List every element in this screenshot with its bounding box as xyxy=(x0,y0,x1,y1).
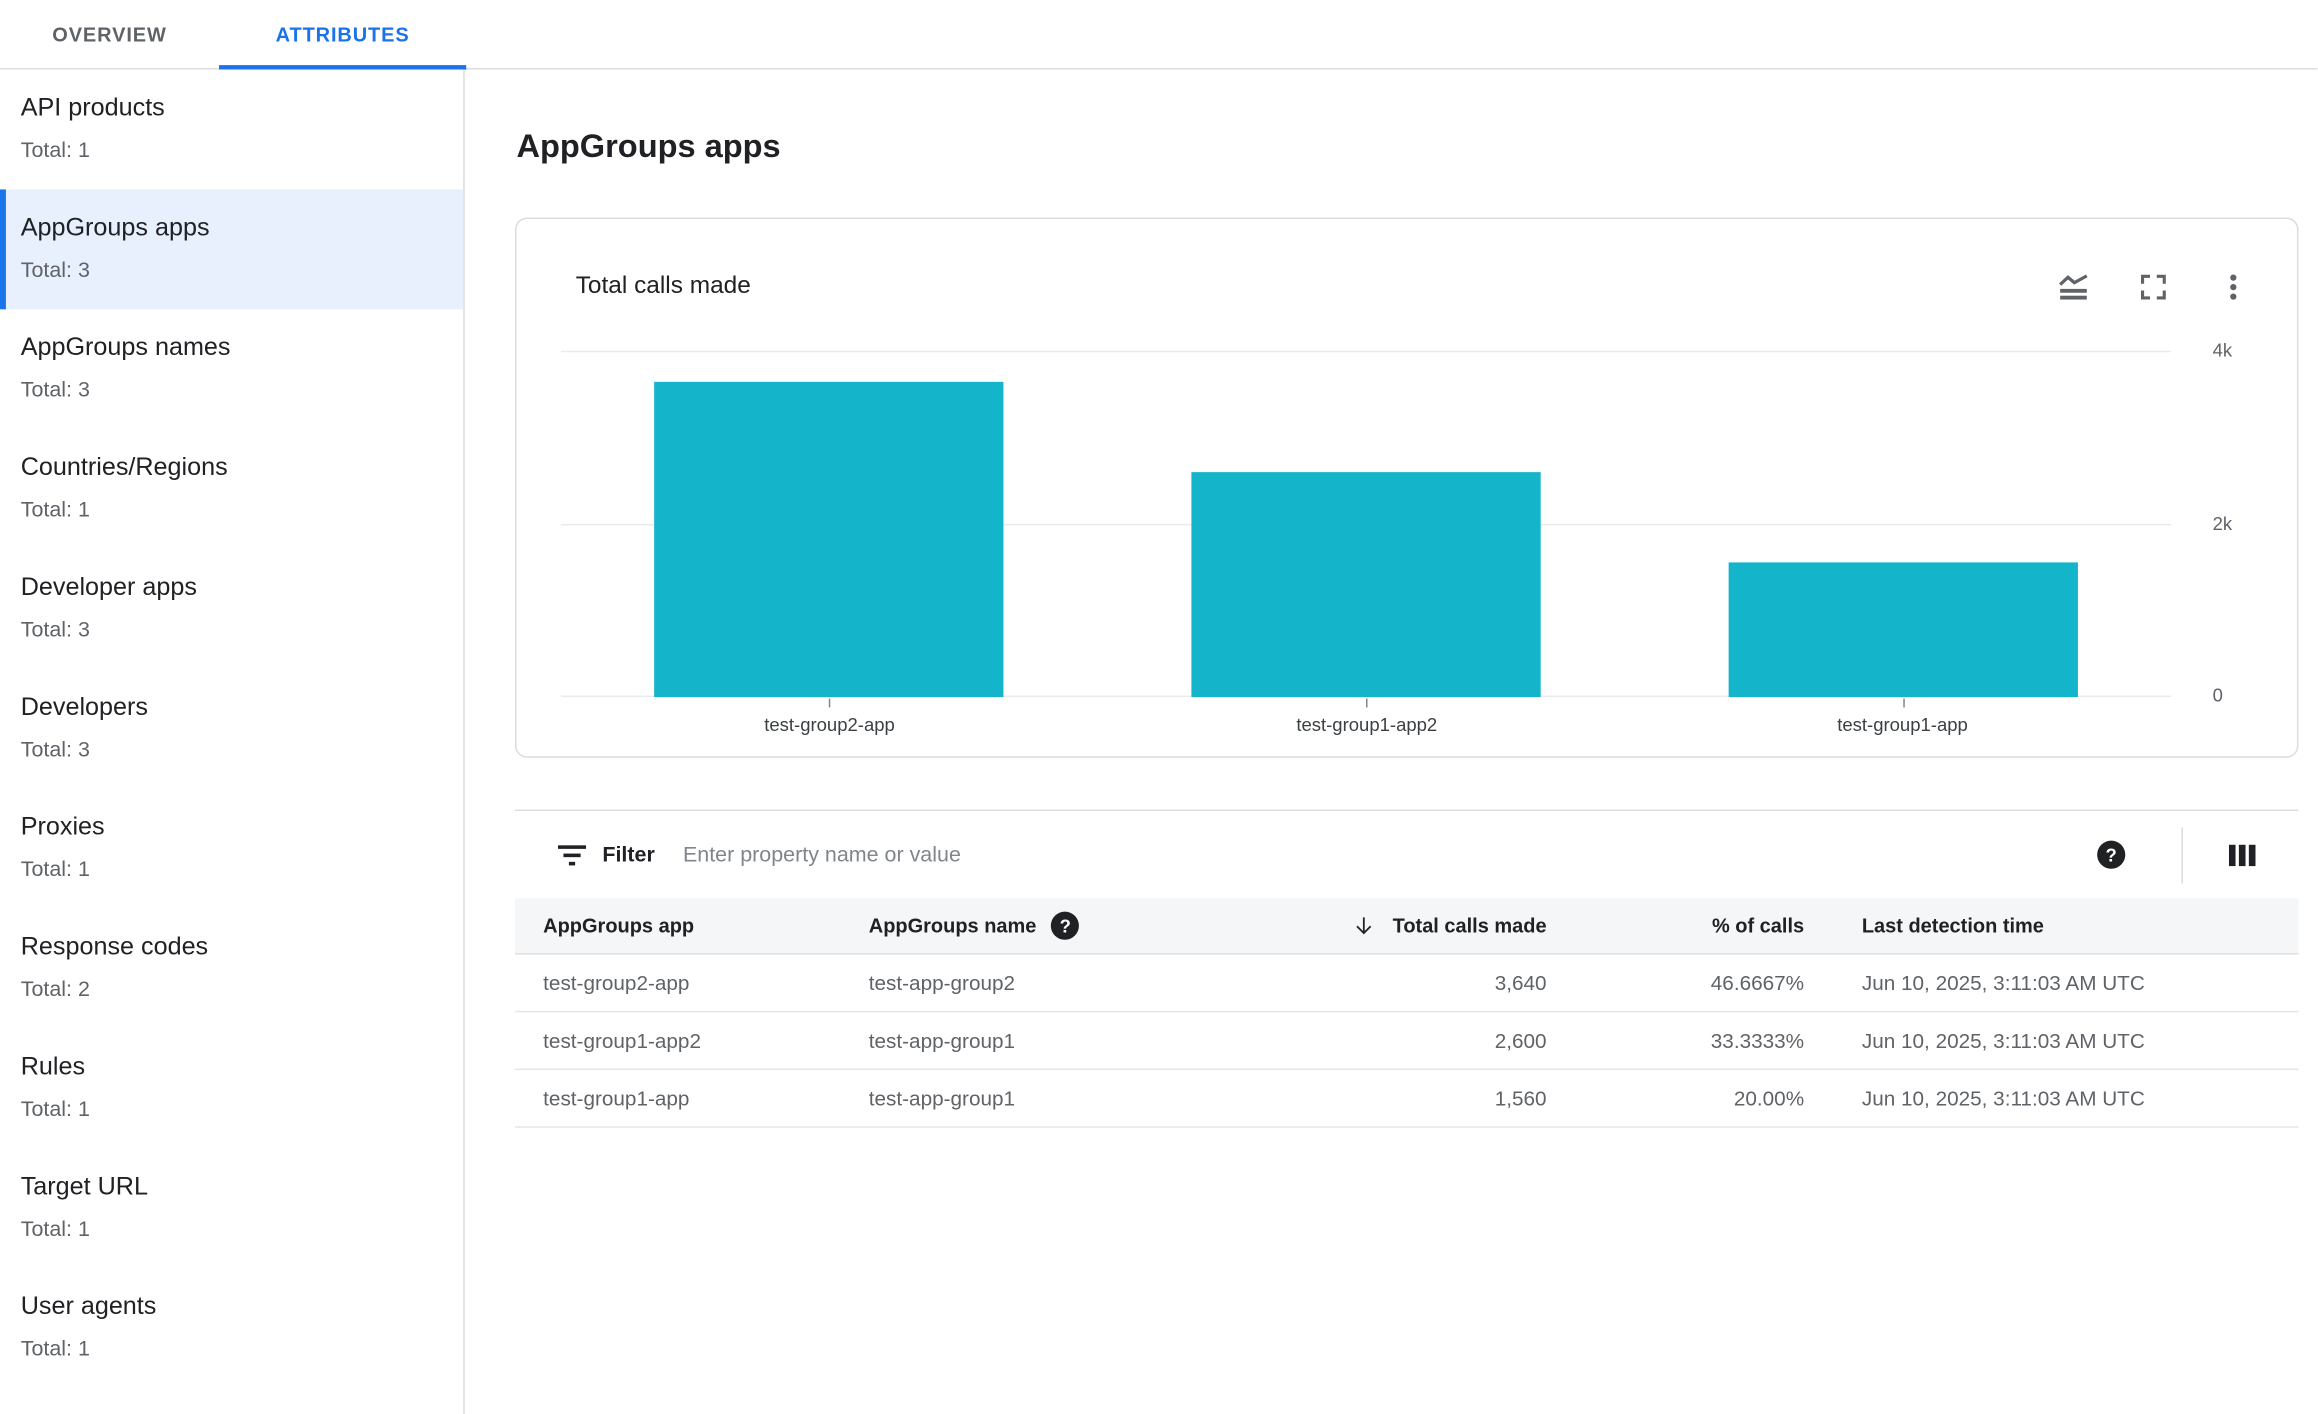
sidebar-item-label: Response codes xyxy=(20,932,209,961)
sort-desc-arrow-icon xyxy=(1351,913,1376,938)
col-header-last-detection[interactable]: Last detection time xyxy=(1861,914,2044,937)
table-body: test-group2-app test-app-group2 3,640 46.66… xyxy=(515,955,2299,1128)
filter-input[interactable] xyxy=(679,841,2098,869)
filter-icon xyxy=(557,844,587,865)
sidebar-item-total: Total: 1 xyxy=(20,1098,90,1122)
sidebar-item-label: Developers xyxy=(20,692,148,721)
tab-overview[interactable]: OVERVIEW xyxy=(0,0,219,70)
table-cell: 33.3333% xyxy=(1710,1028,1805,1053)
tab-attributes-label: ATTRIBUTES xyxy=(275,23,410,46)
sidebar-item-label: Developer apps xyxy=(20,572,197,601)
sidebar-item-total: Total: 2 xyxy=(20,978,90,1002)
attributes-sidebar: API products Total: 1 AppGroups apps Total:… xyxy=(0,69,465,1414)
sidebar-item-total: Total: 3 xyxy=(20,738,90,763)
col-header-total-calls[interactable]: Total calls made xyxy=(1283,913,1547,938)
col-header-appgroups-name[interactable]: AppGroups name ? xyxy=(869,911,1283,940)
col-header-pct-of-calls[interactable]: % of calls xyxy=(1711,914,1805,937)
sidebar-item-total: Total: 1 xyxy=(20,858,90,883)
bar-test-group2-app[interactable] xyxy=(654,381,1004,698)
sidebar-item-label: Countries/Regions xyxy=(20,452,228,481)
sidebar-item-api-products[interactable]: API products Total: 1 xyxy=(0,70,463,190)
page-title: AppGroups apps xyxy=(516,127,781,165)
sidebar-item-label: API products xyxy=(20,93,165,122)
table-cell: test-group2-app xyxy=(543,970,690,995)
sidebar-item-target-url[interactable]: Target URL Total: 1 xyxy=(0,1148,463,1268)
table-row-test-group1-app2: test-group1-app2 test-app-group1 2,600 33.3… xyxy=(515,1012,2299,1071)
sidebar-item-appgroups-names[interactable]: AppGroups names Total: 3 xyxy=(0,309,463,429)
table-cell: 46.6667% xyxy=(1710,970,1805,995)
filter-help-icon[interactable]: ? xyxy=(2097,840,2126,869)
table-cell: test-app-group1 xyxy=(868,1028,1016,1053)
bar-category-label: test-group1-app xyxy=(1837,714,1968,736)
sidebar-item-label: Target URL xyxy=(20,1172,148,1201)
table-cell: Jun 10, 2025, 3:11:03 AM UTC xyxy=(1861,970,2145,995)
column-chooser-icon[interactable] xyxy=(2228,843,2256,867)
sidebar-item-total: Total: 3 xyxy=(20,378,90,403)
filter-row: Filter ? xyxy=(515,811,2298,898)
tab-overview-label: OVERVIEW xyxy=(52,23,167,46)
sidebar-item-total: Total: 3 xyxy=(20,618,90,643)
table-cell: 20.00% xyxy=(1733,1086,1805,1110)
bar-test-group1-app2[interactable] xyxy=(1191,472,1541,698)
sidebar-item-proxies[interactable]: Proxies Total: 1 xyxy=(0,789,463,909)
sidebar-item-appgroups-apps[interactable]: AppGroups apps Total: 3 xyxy=(0,189,464,310)
sidebar-item-total: Total: 1 xyxy=(20,1337,90,1362)
more-options-icon[interactable] xyxy=(2216,269,2252,305)
filter-label: Filter xyxy=(602,842,655,867)
x-axis-tick xyxy=(828,698,831,708)
sidebar-item-user-agents[interactable]: User agents Total: 1 xyxy=(0,1268,463,1388)
y-tick-label: 0 xyxy=(2212,685,2223,706)
sidebar-item-label: AppGroups apps xyxy=(20,213,210,242)
tab-bar: OVERVIEW ATTRIBUTES xyxy=(0,0,2318,70)
table-header-row: AppGroups app AppGroups name ? Total cal… xyxy=(515,898,2299,955)
sidebar-item-label: User agents xyxy=(20,1292,157,1321)
table-cell: test-group1-app xyxy=(543,1086,690,1110)
table-cell: Jun 10, 2025, 3:11:03 AM UTC xyxy=(1861,1028,2145,1053)
gridline xyxy=(560,350,2172,353)
total-calls-chart-card: Total calls made xyxy=(515,217,2299,758)
chart-actions xyxy=(2056,269,2251,305)
sidebar-item-response-codes[interactable]: Response codes Total: 2 xyxy=(0,909,463,1029)
sidebar-item-label: Proxies xyxy=(20,812,105,841)
chart-title: Total calls made xyxy=(575,272,751,299)
sidebar-item-label: Rules xyxy=(20,1052,86,1081)
appgroups-name-help-icon[interactable]: ? xyxy=(1051,911,1080,940)
filter-divider xyxy=(2181,826,2183,883)
table-row-test-group2-app: test-group2-app test-app-group2 3,640 46.66… xyxy=(515,955,2299,1013)
fullscreen-glyph xyxy=(2140,274,2166,300)
kebab-glyph xyxy=(2230,274,2237,300)
table-cell: test-group1-app2 xyxy=(543,1028,701,1053)
bar-test-group1-app[interactable] xyxy=(1728,562,2078,698)
chart-type-glyph xyxy=(2059,274,2088,300)
x-axis-tick xyxy=(1366,698,1368,708)
bar-category-label: test-group1-app2 xyxy=(1296,714,1438,736)
y-tick-label: 2k xyxy=(2212,512,2233,534)
sidebar-item-developers[interactable]: Developers Total: 3 xyxy=(0,669,463,789)
table-cell: test-app-group1 xyxy=(868,1086,1016,1110)
sidebar-item-total: Total: 3 xyxy=(20,259,90,283)
sidebar-item-countries-regions[interactable]: Countries/Regions Total: 1 xyxy=(0,429,463,549)
table-cell: 3,640 xyxy=(1494,970,1547,995)
table-cell: 1,560 xyxy=(1494,1086,1547,1110)
y-tick-label: 4k xyxy=(2212,340,2233,362)
sidebar-item-total: Total: 1 xyxy=(20,1218,90,1242)
sidebar-item-total: Total: 1 xyxy=(20,498,90,523)
table-cell: Jun 10, 2025, 3:11:03 AM UTC xyxy=(1861,1086,2145,1110)
tab-attributes[interactable]: ATTRIBUTES xyxy=(219,0,467,70)
fullscreen-icon[interactable] xyxy=(2136,269,2172,305)
sidebar-item-total: Total: 1 xyxy=(20,139,90,163)
sidebar-item-developer-apps[interactable]: Developer apps Total: 3 xyxy=(0,549,463,669)
sidebar-item-label: AppGroups names xyxy=(20,333,231,362)
sidebar-item-rules[interactable]: Rules Total: 1 xyxy=(0,1029,463,1149)
table-cell: test-app-group2 xyxy=(868,970,1016,995)
bar-chart-plot: test-group2-app test-group1-app2 test-grou… xyxy=(560,350,2172,736)
filter-table-section: Filter ? AppGroups app AppGroups name ? xyxy=(515,809,2299,1128)
chart-type-icon[interactable] xyxy=(2056,269,2092,305)
table-row-test-group1-app: test-group1-app test-app-group1 1,560 20.00… xyxy=(515,1070,2299,1128)
bar-category-label: test-group2-app xyxy=(764,714,895,736)
table-cell: 2,600 xyxy=(1494,1028,1547,1053)
x-axis-tick xyxy=(1903,698,1905,708)
col-header-appgroups-app[interactable]: AppGroups app xyxy=(543,914,695,937)
